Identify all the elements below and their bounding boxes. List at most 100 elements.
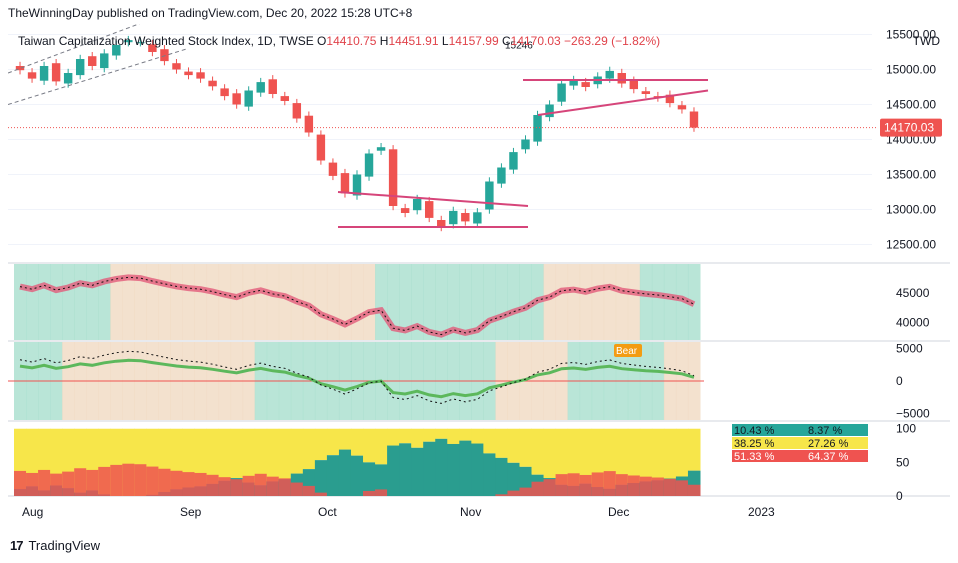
candle-body bbox=[160, 49, 169, 62]
stack-bar-red bbox=[363, 490, 376, 496]
candle-body bbox=[437, 220, 446, 227]
readout-right: 27.26 % bbox=[808, 438, 849, 450]
pane3-tick-label: 5000 bbox=[896, 342, 923, 356]
candle-body bbox=[316, 134, 326, 161]
stack-bar-red bbox=[627, 475, 641, 496]
candle-body bbox=[328, 162, 338, 176]
candle-body bbox=[352, 174, 362, 196]
stack-bar-yellow bbox=[615, 428, 629, 485]
zone-band bbox=[230, 264, 244, 340]
stack-bar-teal bbox=[326, 455, 340, 496]
candle-body bbox=[497, 167, 506, 184]
stack-bar-yellow bbox=[675, 428, 689, 477]
stack-bar-yellow bbox=[687, 428, 701, 471]
candle-body bbox=[220, 88, 229, 97]
zone-band bbox=[483, 264, 496, 340]
stack-bar-red bbox=[230, 479, 244, 496]
candle-body bbox=[15, 66, 25, 71]
zone-band bbox=[663, 264, 677, 340]
zone-band bbox=[74, 264, 87, 340]
footer-brand[interactable]: TradingView bbox=[28, 538, 101, 553]
candle-body bbox=[88, 56, 97, 66]
stack-bar-red bbox=[591, 472, 605, 496]
zone-band bbox=[98, 264, 111, 340]
stack-bar-yellow bbox=[423, 428, 436, 442]
publisher-header: TheWinningDay published on TradingView.c… bbox=[8, 6, 413, 20]
stack-bar-yellow bbox=[302, 428, 316, 470]
stack-bar-red bbox=[242, 475, 256, 496]
stack-bar-teal bbox=[459, 440, 472, 496]
stack-bar-red bbox=[567, 473, 581, 496]
candle-body bbox=[184, 71, 193, 76]
stack-bar-red bbox=[314, 492, 328, 496]
stack-bar-yellow bbox=[591, 428, 605, 488]
zone-band bbox=[86, 264, 99, 340]
stack-bar-red bbox=[182, 472, 196, 496]
candle-body bbox=[364, 153, 374, 177]
readout-left: 51.33 % bbox=[734, 451, 775, 463]
zone-band bbox=[639, 264, 653, 340]
stack-bar-yellow bbox=[50, 428, 63, 486]
time-tick-label: Nov bbox=[460, 505, 481, 519]
stack-bar-teal bbox=[423, 441, 436, 496]
candle-body bbox=[617, 73, 626, 84]
zone-band bbox=[146, 264, 159, 340]
candle-body bbox=[677, 105, 687, 110]
candle-body bbox=[412, 199, 422, 211]
stack-bar-yellow bbox=[495, 428, 508, 458]
chart-canvas[interactable]: 15500.0015000.0014500.0014000.0013500.00… bbox=[8, 24, 950, 526]
candle-body bbox=[641, 91, 651, 94]
stack-bar-red bbox=[687, 484, 701, 496]
stack-bar-red bbox=[158, 468, 171, 496]
candle-body bbox=[172, 63, 181, 70]
stack-bar-teal bbox=[375, 464, 388, 496]
stack-bar-yellow bbox=[218, 428, 232, 481]
stack-bar-red bbox=[194, 472, 208, 496]
zone-band bbox=[122, 264, 135, 340]
candle-body bbox=[689, 111, 699, 128]
zone-band bbox=[206, 264, 220, 340]
stack-bar-yellow bbox=[627, 428, 641, 483]
candle-body bbox=[388, 149, 398, 206]
stack-bar-red bbox=[290, 482, 304, 496]
stack-bar-yellow bbox=[363, 428, 376, 463]
price-tick-label: 14500.00 bbox=[886, 98, 936, 112]
stack-bar-yellow bbox=[435, 428, 448, 439]
zone-band bbox=[447, 264, 460, 340]
footer[interactable]: 17 TradingView bbox=[10, 538, 100, 553]
ohlc-legend[interactable]: Taiwan Capitalization Weighted Stock Ind… bbox=[18, 34, 660, 48]
stack-bar-red bbox=[375, 489, 388, 496]
pane4-tick-label: 50 bbox=[896, 455, 910, 469]
candle-body bbox=[629, 80, 639, 90]
zone-band bbox=[314, 264, 328, 340]
zone-band bbox=[170, 264, 183, 340]
stack-bar-yellow bbox=[555, 428, 569, 485]
peak-annotation: 15246 bbox=[505, 41, 533, 52]
stack-bar-yellow bbox=[663, 428, 677, 479]
zone-band bbox=[423, 264, 436, 340]
last-price-badge bbox=[880, 118, 942, 137]
channel-line bbox=[8, 24, 141, 74]
zone-band bbox=[543, 264, 557, 340]
stack-bar-teal bbox=[387, 445, 400, 496]
pane4-tick-label: 100 bbox=[896, 422, 916, 436]
zone-band bbox=[603, 264, 617, 340]
stack-bar-red bbox=[579, 474, 593, 496]
stack-bar-red bbox=[86, 469, 99, 496]
zone-band bbox=[194, 264, 208, 340]
tradingview-logo-icon[interactable]: 17 bbox=[10, 538, 24, 553]
chart-container[interactable]: 15500.00 15000.00 14500.00 14000.00 13500.00… bbox=[8, 24, 950, 526]
stack-bar-red bbox=[134, 464, 147, 496]
candle-body bbox=[232, 93, 241, 105]
stack-bar-red bbox=[555, 474, 569, 496]
candle-body bbox=[100, 53, 109, 69]
stack-bar-red bbox=[122, 463, 135, 496]
candle-body bbox=[136, 42, 145, 44]
candle-body bbox=[112, 45, 121, 56]
stack-bar-red bbox=[615, 474, 629, 496]
stack-bar-teal bbox=[338, 449, 352, 496]
symbol-name[interactable]: Taiwan Capitalization Weighted Stock Ind… bbox=[18, 34, 314, 48]
high-value: 14451.91 bbox=[388, 34, 439, 48]
stack-bar-red bbox=[507, 490, 520, 496]
stack-bar-yellow bbox=[326, 428, 340, 456]
